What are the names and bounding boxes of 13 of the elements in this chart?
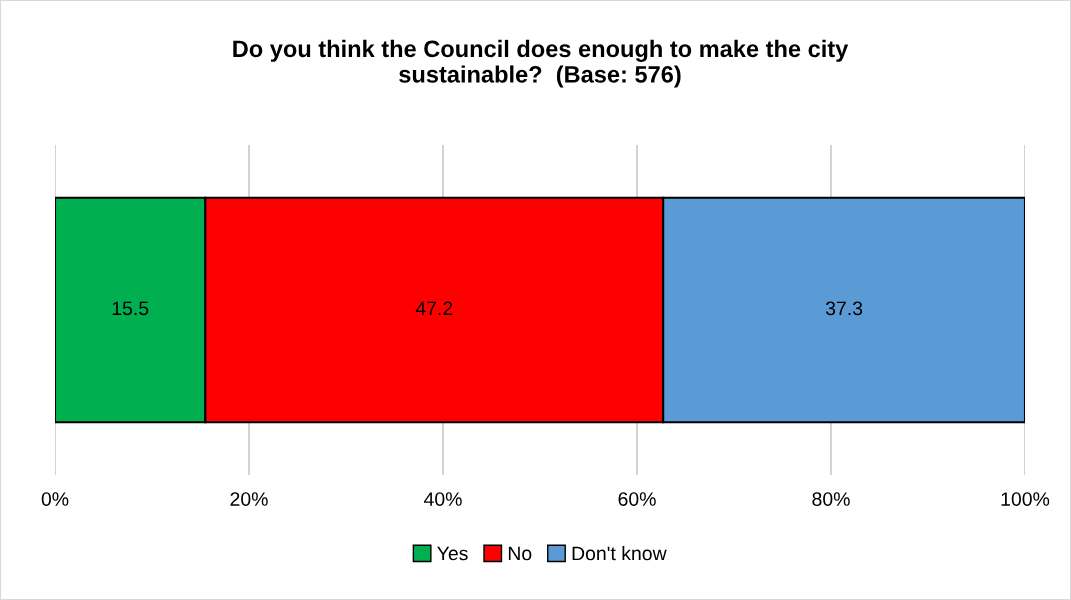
- legend-label: Don't know: [572, 545, 667, 561]
- x-tick-label: 60%: [618, 492, 656, 506]
- x-tick-label: 0%: [41, 492, 69, 506]
- x-tick-label: 80%: [812, 492, 850, 506]
- x-tick-label: 100%: [1001, 492, 1050, 506]
- chart-title: Do you think the Council does enough to make the city sustainable? (Base: 576): [233, 39, 849, 88]
- legend-label: No: [508, 546, 532, 561]
- data-label: 47.2: [415, 301, 453, 316]
- legend-label: Yes: [437, 546, 468, 561]
- x-tick-label: 40%: [423, 492, 462, 506]
- data-label: 37.3: [825, 301, 863, 316]
- data-label: 15.5: [112, 301, 149, 316]
- x-tick-label: 20%: [230, 492, 268, 506]
